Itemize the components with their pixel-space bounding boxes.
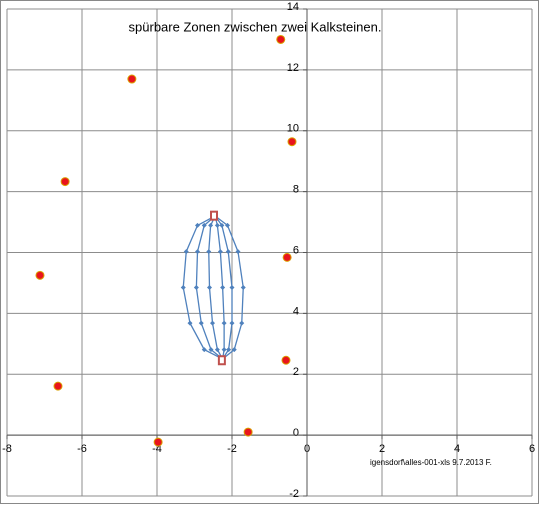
point [281, 355, 291, 365]
point [231, 347, 237, 353]
x-tick-label: 4 [454, 443, 460, 455]
point [276, 34, 286, 44]
y-tick-label: 4 [293, 305, 299, 317]
point [207, 285, 212, 291]
point [229, 285, 235, 291]
point [206, 249, 212, 255]
point [180, 285, 186, 291]
point [225, 222, 230, 228]
point [235, 249, 241, 255]
point [201, 347, 207, 353]
point [183, 249, 189, 255]
point [240, 285, 246, 291]
x-tick-label: -8 [2, 443, 12, 455]
point [219, 222, 225, 228]
chart-title: spürbare Zonen zwischen zwei Kalksteinen… [129, 19, 382, 34]
point [220, 285, 226, 291]
point [217, 249, 223, 255]
point [208, 347, 214, 353]
y-tick-label: 0 [293, 427, 299, 439]
point [239, 320, 245, 326]
point [53, 381, 63, 391]
point [221, 320, 227, 326]
point [60, 177, 70, 187]
point [282, 252, 292, 262]
point [210, 320, 215, 326]
point [195, 222, 200, 228]
x-tick-label: 6 [529, 443, 535, 455]
y-tick-label: 8 [293, 184, 299, 196]
x-tick-label: -6 [77, 443, 87, 455]
point [153, 437, 163, 447]
x-tick-label: -2 [227, 443, 237, 455]
y-tick-label: 12 [287, 62, 299, 74]
point [229, 320, 235, 326]
y-tick-label: 10 [287, 123, 299, 135]
point [243, 427, 253, 437]
point [201, 222, 207, 228]
plot [35, 34, 297, 447]
x-tick-label: 2 [379, 443, 385, 455]
annotation: igensdorf\alles-001-xls 9.7.2013 F. [370, 458, 492, 467]
y-tick-label: -2 [289, 488, 299, 500]
y-tick-label: 6 [293, 244, 299, 256]
point [210, 210, 218, 221]
point [127, 74, 137, 84]
point [195, 249, 200, 255]
point [208, 222, 214, 228]
point [35, 270, 45, 280]
point [214, 222, 220, 228]
point [217, 355, 226, 366]
point [287, 137, 297, 147]
point [187, 320, 193, 326]
point [198, 320, 204, 326]
y-tick-label: 2 [293, 366, 299, 378]
point [214, 347, 220, 353]
x-tick-label: -4 [152, 443, 162, 455]
point [193, 285, 199, 291]
y-tick-label: 14 [287, 1, 299, 13]
point [226, 347, 232, 353]
point [225, 249, 231, 255]
point [221, 347, 227, 353]
